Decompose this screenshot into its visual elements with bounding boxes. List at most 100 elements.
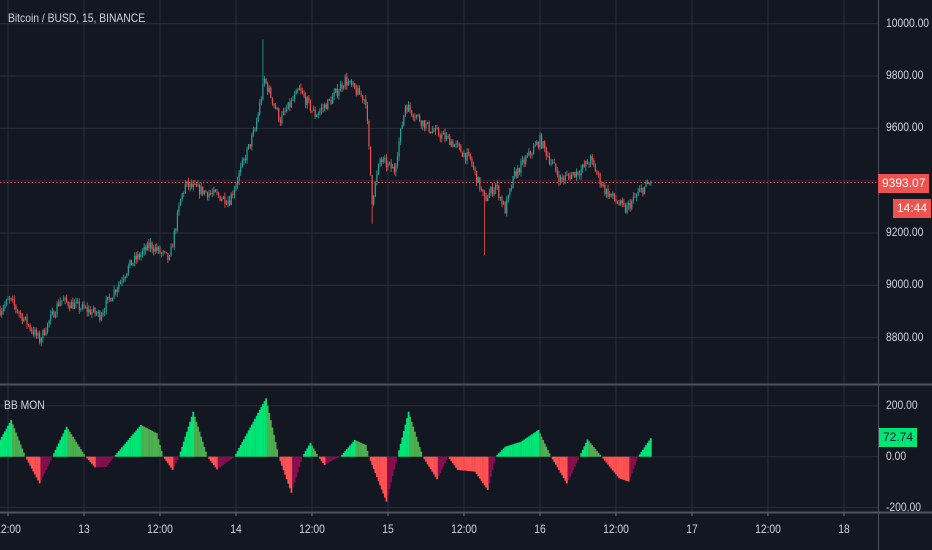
histogram-bar bbox=[646, 442, 649, 457]
histogram-bar bbox=[334, 456, 337, 459]
candle-body bbox=[156, 247, 158, 251]
candle-body bbox=[297, 90, 299, 91]
candle-body bbox=[65, 297, 68, 302]
histogram-bar bbox=[342, 452, 345, 457]
candle-body bbox=[121, 280, 123, 282]
candle-body bbox=[450, 141, 452, 146]
candle-body bbox=[339, 84, 342, 92]
candle-body bbox=[24, 316, 27, 319]
histogram-bar bbox=[412, 426, 415, 457]
candle-body bbox=[637, 192, 639, 196]
candle-body bbox=[141, 250, 144, 255]
histogram-bar bbox=[398, 450, 400, 457]
candle-body bbox=[591, 156, 593, 161]
histogram-bar bbox=[176, 456, 179, 461]
histogram-bar bbox=[59, 440, 62, 457]
candle-body bbox=[458, 144, 460, 146]
candle-body bbox=[336, 88, 338, 96]
histogram-bar bbox=[602, 456, 605, 459]
candle-body bbox=[381, 159, 383, 163]
candle-body bbox=[607, 188, 609, 197]
candle-body bbox=[414, 117, 416, 119]
histogram-bar bbox=[227, 456, 229, 462]
candle-body bbox=[322, 107, 324, 109]
candle-body bbox=[412, 115, 414, 118]
candle-body bbox=[515, 171, 517, 177]
candle-body bbox=[316, 115, 318, 118]
histogram-bar bbox=[548, 453, 551, 457]
histogram-bar bbox=[174, 456, 177, 464]
histogram-bar bbox=[491, 456, 494, 471]
histogram-bar bbox=[580, 453, 583, 457]
histogram-bar bbox=[350, 443, 353, 457]
candle-body bbox=[88, 309, 90, 313]
histogram-bar bbox=[431, 456, 434, 472]
histogram-bar bbox=[91, 456, 93, 464]
histogram-bar bbox=[459, 456, 462, 471]
candle-body bbox=[276, 108, 278, 110]
histogram-bar bbox=[383, 456, 386, 498]
candle-body bbox=[246, 148, 248, 161]
candle-body bbox=[384, 158, 386, 160]
candle-body bbox=[221, 198, 223, 201]
candle-body bbox=[175, 229, 177, 231]
candle-body bbox=[379, 159, 381, 165]
histogram-bar bbox=[274, 442, 277, 457]
histogram-bar bbox=[540, 436, 543, 457]
candle-body bbox=[48, 320, 50, 324]
candle-body bbox=[377, 164, 380, 174]
candle-body bbox=[314, 109, 316, 118]
histogram-bar bbox=[254, 418, 256, 457]
candle-body bbox=[580, 169, 582, 176]
histogram-bar bbox=[34, 456, 36, 475]
histogram-bar bbox=[173, 456, 176, 467]
histogram-bar bbox=[108, 456, 111, 463]
candle-body bbox=[578, 174, 581, 176]
histogram-bar bbox=[211, 456, 214, 464]
candle-body bbox=[129, 259, 131, 267]
candle-body bbox=[124, 276, 126, 280]
histogram-bar bbox=[515, 443, 518, 457]
histogram-bar bbox=[472, 456, 475, 472]
histogram-bar bbox=[287, 456, 290, 484]
candle-body bbox=[274, 105, 277, 109]
histogram-bar bbox=[572, 456, 575, 471]
histogram-bar bbox=[542, 440, 545, 457]
histogram-bar bbox=[249, 427, 252, 457]
candle-body bbox=[284, 111, 286, 112]
histogram-bar bbox=[247, 430, 250, 457]
histogram-bar bbox=[57, 443, 60, 457]
candle-body bbox=[191, 183, 193, 188]
candle-body bbox=[403, 115, 405, 126]
histogram-bar bbox=[10, 420, 13, 457]
candle-body bbox=[77, 301, 79, 303]
histogram-bar bbox=[338, 456, 340, 458]
histogram-bar bbox=[116, 452, 119, 457]
candle-body bbox=[645, 182, 647, 187]
histogram-bar bbox=[136, 428, 139, 457]
candle-body bbox=[308, 97, 310, 101]
candle-body bbox=[58, 303, 60, 306]
histogram-bar bbox=[509, 445, 511, 457]
candle-body bbox=[13, 299, 15, 306]
candle-body bbox=[126, 273, 128, 277]
histogram-bar bbox=[198, 431, 201, 457]
histogram-bar bbox=[49, 456, 52, 461]
histogram-bar bbox=[570, 456, 573, 474]
candle-body bbox=[419, 115, 421, 122]
x-tick-label: 16 bbox=[534, 522, 546, 536]
candle-body bbox=[485, 196, 487, 201]
histogram-bar bbox=[263, 401, 266, 457]
histogram-bar bbox=[269, 420, 272, 457]
y-tick-label: -200.00 bbox=[886, 499, 922, 514]
histogram-bar bbox=[163, 456, 166, 459]
histogram-bar bbox=[496, 455, 499, 457]
histogram-bar bbox=[18, 440, 20, 457]
candle-body bbox=[200, 186, 202, 195]
candle-body bbox=[103, 311, 106, 313]
candle-body bbox=[526, 155, 528, 158]
histogram-bar bbox=[86, 456, 89, 459]
histogram-bar bbox=[83, 454, 85, 457]
candle-body bbox=[115, 290, 117, 293]
